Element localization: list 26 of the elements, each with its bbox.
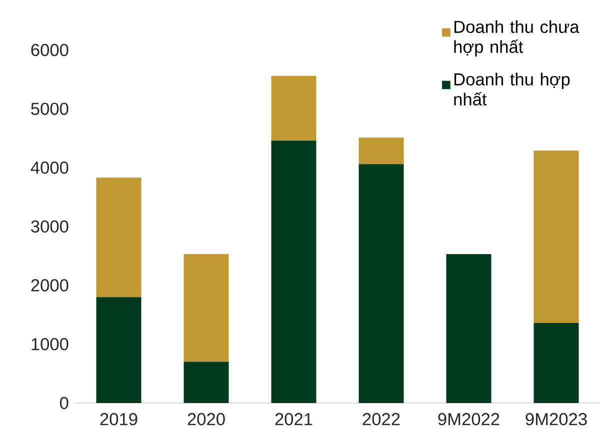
- bar: [184, 362, 229, 403]
- legend-label: Doanh thu chưa hợp nhất: [454, 20, 580, 56]
- x-tick-label: 2019: [100, 413, 138, 426]
- bar: [184, 254, 229, 362]
- y-tick-label: 1000: [32, 338, 68, 350]
- x-tick-label: 2022: [362, 413, 400, 426]
- bar: [271, 140, 316, 403]
- bar: [446, 254, 492, 403]
- y-tick-label: 0: [60, 396, 68, 410]
- y-tick-label: 3000: [31, 220, 68, 233]
- bar: [96, 297, 142, 403]
- bar: [96, 178, 142, 298]
- bar: [271, 76, 316, 141]
- x-tick-label: 9M2022: [438, 413, 500, 426]
- legend-label: Doanh thu hợp nhất: [454, 72, 570, 106]
- y-tick-label: 4000: [30, 162, 68, 174]
- x-tick-label: 9M2023: [526, 413, 587, 426]
- y-tick-label: 5000: [31, 102, 68, 115]
- x-tick-label: 2020: [188, 413, 225, 426]
- bar: [358, 138, 404, 164]
- bar: [358, 164, 404, 403]
- bar: [534, 150, 579, 323]
- bar: [534, 322, 579, 403]
- y-tick-label: 2000: [31, 279, 68, 292]
- y-tick-label: 6000: [31, 44, 68, 56]
- x-tick-label: 2021: [275, 413, 312, 426]
